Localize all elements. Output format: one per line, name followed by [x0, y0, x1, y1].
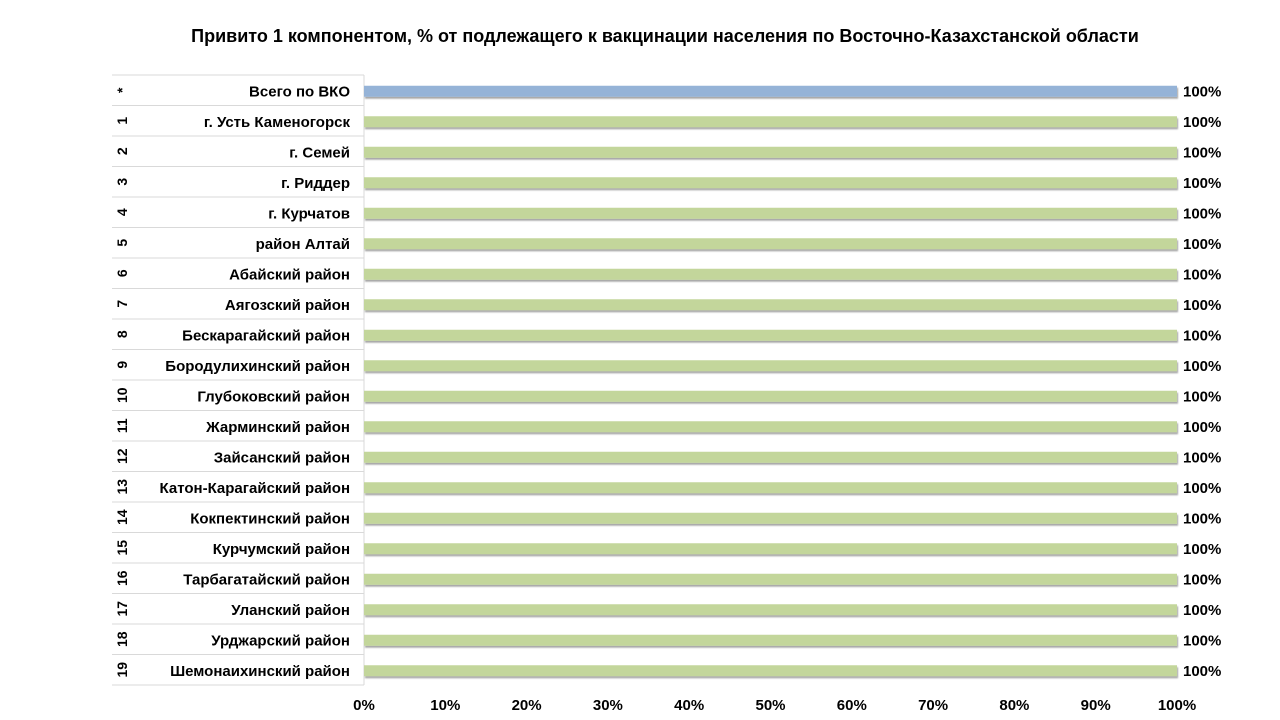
row-index-label: 5 [114, 239, 130, 247]
category-label: Аягозский район [225, 297, 350, 314]
value-label: 100% [1183, 266, 1221, 283]
category-label: Бородулихинский район [165, 358, 350, 375]
row-index-label: 16 [114, 570, 130, 586]
row-index-label: 8 [114, 330, 130, 338]
category-label: Шемонаихинский район [170, 663, 350, 680]
category-label: Всего по ВКО [249, 83, 350, 100]
value-label: 100% [1183, 388, 1221, 405]
value-label: 100% [1183, 236, 1221, 253]
category-label: г. Курчатов [268, 205, 350, 222]
category-label: Бескарагайский район [182, 327, 350, 344]
chart-title: Привито 1 компонентом, % от подлежащего … [191, 26, 1139, 46]
category-label: Курчумский район [213, 541, 350, 558]
row-index-label: 6 [114, 269, 130, 277]
category-label: Урджарский район [211, 632, 350, 649]
category-label: Абайский район [229, 266, 350, 283]
value-label: 100% [1183, 571, 1221, 588]
x-tick-label: 80% [999, 697, 1029, 714]
bar-5 [364, 238, 1177, 250]
bar-13 [364, 482, 1177, 494]
category-label: Кокпектинский район [190, 510, 350, 527]
value-label: 100% [1183, 632, 1221, 649]
x-tick-label: 50% [755, 697, 785, 714]
value-labels: 100% 100% 100% 100% 100% 100% 100% 100% 100% 100%… [1183, 83, 1221, 680]
value-label: 100% [1183, 510, 1221, 527]
x-tick-label: 0% [353, 697, 375, 714]
bar-8 [364, 329, 1177, 341]
x-tick-label: 30% [593, 697, 623, 714]
category-label: район Алтай [256, 236, 350, 253]
bar-12 [364, 451, 1177, 463]
x-tick-label: 70% [918, 697, 948, 714]
category-label: Жарминский район [205, 419, 350, 436]
x-tick-label: 100% [1158, 697, 1196, 714]
value-label: 100% [1183, 297, 1221, 314]
category-label: Уланский район [231, 602, 350, 619]
value-label: 100% [1183, 114, 1221, 131]
bar-2 [364, 146, 1177, 158]
value-label: 100% [1183, 602, 1221, 619]
value-label: 100% [1183, 663, 1221, 680]
row-index-label: 11 [114, 418, 130, 433]
row-index-label: 9 [114, 361, 130, 369]
value-label: 100% [1183, 175, 1221, 192]
row-index-label: 17 [114, 601, 130, 617]
value-label: 100% [1183, 83, 1221, 100]
x-axis-tick-labels: 0% 10% 20% 30% 40% 50% 60% 70% 80% 90% 100% [353, 697, 1196, 714]
category-label: Зайсанский район [214, 449, 350, 466]
bar-15 [364, 543, 1177, 555]
bar-1 [364, 116, 1177, 128]
row-index-label: 13 [114, 479, 130, 495]
category-label: г. Риддер [281, 175, 350, 192]
bar-19 [364, 665, 1177, 677]
value-label: 100% [1183, 480, 1221, 497]
row-index-label: 7 [114, 300, 130, 308]
category-label: Глубоковский район [197, 388, 350, 405]
bar-17 [364, 604, 1177, 616]
row-index-label: 10 [114, 387, 130, 403]
bar-18 [364, 634, 1177, 646]
row-index-label: 3 [114, 178, 130, 186]
category-label: Тарбагатайский район [183, 571, 350, 588]
x-tick-label: 90% [1081, 697, 1111, 714]
category-label: г. Семей [289, 144, 350, 161]
value-label: 100% [1183, 449, 1221, 466]
value-label: 100% [1183, 358, 1221, 375]
row-index-label: 14 [114, 509, 130, 525]
row-index-label: 19 [114, 662, 130, 678]
row-index-label: 18 [114, 631, 130, 647]
row-index-label: 15 [114, 540, 130, 556]
category-label: г. Усть Каменогорск [204, 114, 351, 131]
category-label: Катон-Карагайский район [160, 480, 350, 497]
row-index-label: 12 [114, 448, 130, 464]
bar-16 [364, 573, 1177, 585]
value-label: 100% [1183, 144, 1221, 161]
row-index-label: 2 [114, 147, 130, 155]
bar-14 [364, 512, 1177, 524]
row-separators [112, 74, 365, 686]
x-tick-label: 10% [430, 697, 460, 714]
bar-0 [364, 85, 1177, 97]
bar-6 [364, 268, 1177, 280]
row-index-label: * [114, 87, 130, 93]
x-tick-label: 60% [837, 697, 867, 714]
value-label: 100% [1183, 327, 1221, 344]
value-label: 100% [1183, 541, 1221, 558]
x-tick-label: 40% [674, 697, 704, 714]
row-index-label: 4 [114, 208, 130, 216]
bar-7 [364, 299, 1177, 311]
value-label: 100% [1183, 205, 1221, 222]
bar-11 [364, 421, 1177, 433]
row-index-label: 1 [114, 117, 130, 125]
bar-4 [364, 207, 1177, 219]
value-label: 100% [1183, 419, 1221, 436]
bar-9 [364, 360, 1177, 372]
bars [364, 85, 1177, 677]
bar-10 [364, 390, 1177, 402]
bar-3 [364, 177, 1177, 189]
x-tick-label: 20% [512, 697, 542, 714]
category-labels: Всего по ВКО г. Усть Каменогорск г. Семей г… [160, 83, 351, 680]
